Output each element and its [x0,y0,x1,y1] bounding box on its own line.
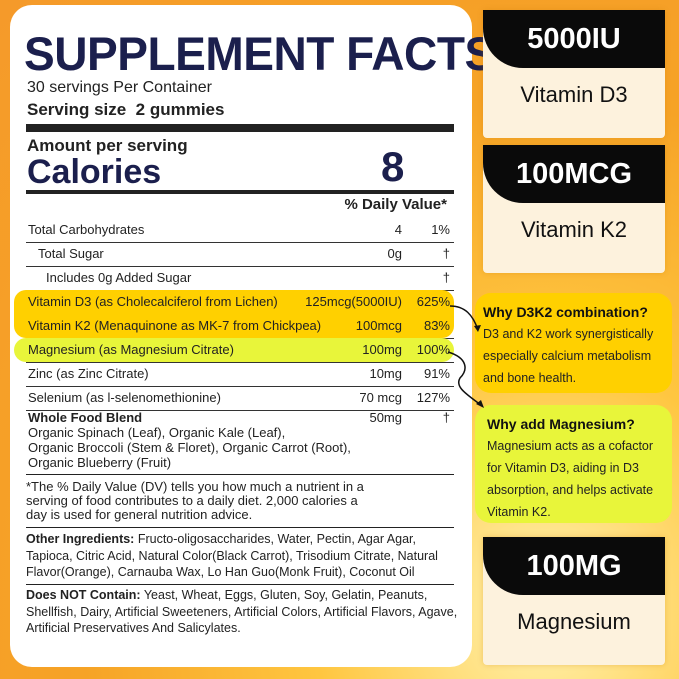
does-not-contain: Does NOT Contain: Yeast, Wheat, Eggs, Gl… [26,587,458,637]
blend-dv: † [442,410,450,425]
nutrient-dv: 91% [423,366,450,381]
nutrient-row: Total Carbohydrates 4 1% [14,218,454,243]
nutrient-name: Total Carbohydrates [28,222,145,237]
arrows [447,305,484,408]
vitamin-d3-card: 5000IU Vitamin D3 [483,10,665,138]
bubble-title: Why D3K2 combination? [483,304,648,320]
whole-food-blend: Whole Food Blend 50mg † Organic Spinach … [28,410,454,470]
other-ingredients: Other Ingredients: Fructo-oligosaccharid… [26,531,458,581]
thick-divider [26,124,454,132]
nutrient-name: Vitamin D3 (as Cholecalciferol from Lich… [28,294,278,309]
nutrient-dv: 625% [416,294,450,309]
nutrient-name: Total Sugar [38,246,104,261]
calories-value: 8 [381,143,405,190]
serving-size: Serving size 2 gummies [27,100,225,119]
nutrient-dv: † [442,270,450,285]
nutrient-name: Selenium (as l-selenomethionine) [28,390,221,405]
nutrient-dv: 83% [423,318,450,333]
card-label: Magnesium [517,609,631,634]
nutrient-dv: 1% [431,222,450,237]
card-value: 100MG [483,537,665,595]
daily-value-header: % Daily Value* [344,196,447,213]
servings-per-container: 30 servings Per Container [27,79,212,96]
nutrient-row: Selenium (as l-selenomethionine) 70 mcg 12… [14,386,454,411]
card-label: Vitamin K2 [521,217,627,242]
nutrient-amount: 100mg [362,342,402,357]
arrow-head-icon [474,325,481,332]
row-divider [26,242,454,243]
vitamin-k2-card: 100MCG Vitamin K2 [483,145,665,273]
nutrient-dv: 127% [416,390,450,405]
arrow-head-icon [476,400,484,408]
divider [26,474,454,475]
row-divider [26,386,454,387]
footnote: *The % Daily Value (DV) tells you how mu… [26,480,364,522]
row-divider [26,410,454,411]
blend-amount: 50mg [369,410,402,425]
divider [26,527,454,528]
blend-line: Organic Broccoli (Stem & Floret), Organi… [28,440,351,455]
bubble-text: Magnesium acts as a cofactor for Vitamin… [487,439,654,519]
nutrient-amount: 125mcg(5000IU) [305,294,402,309]
nutrient-name: Magnesium (as Magnesium Citrate) [28,342,234,357]
other-ingredients-text: Fructo-oligosaccharides, Water, Pectin, … [26,532,438,579]
does-not-contain-label: Does NOT Contain: [26,588,141,602]
nutrient-row: Magnesium (as Magnesium Citrate) 100mg 100… [14,338,454,363]
facts-title: SUPPLEMENT FACTS [24,27,495,80]
nutrient-amount: 0g [387,246,402,261]
blend-name: Whole Food Blend [28,410,143,425]
amount-per-serving: Amount per serving [27,136,188,155]
nutrient-row: Vitamin D3 (as Cholecalciferol from Lich… [14,290,454,315]
nutrient-dv: 100% [416,342,450,357]
nutrient-amount: 100mcg [355,318,402,333]
nutrient-name: Includes 0g Added Sugar [46,270,192,285]
nutrient-name: Zinc (as Zinc Citrate) [28,366,149,381]
magnesium-card: 100MG Magnesium [483,537,665,665]
row-divider [26,266,454,267]
nutrient-row: Total Sugar 0g † [14,242,454,267]
blend-line: Organic Blueberry (Fruit) [28,455,172,470]
calories-label: Calories [27,153,162,191]
divider [26,190,454,194]
nutrient-amount: 4 [394,222,402,237]
bubble-title: Why add Magnesium? [487,416,635,432]
footnote-line: *The % Daily Value (DV) tells you how mu… [26,479,364,494]
other-ingredients-label: Other Ingredients: [26,532,135,546]
nutrient-amount: 70 mcg [359,390,402,405]
arrow-icon [447,351,483,407]
nutrient-row: Includes 0g Added Sugar † [14,266,454,291]
nutrient-dv: † [442,246,450,261]
footnote-line: serving of food contributes to a daily d… [26,493,358,508]
nutrient-name: Vitamin K2 (Menaquinone as MK-7 from Chi… [28,318,322,333]
card-value: 5000IU [483,10,665,68]
nutrient-row: Vitamin K2 (Menaquinone as MK-7 from Chi… [14,314,454,339]
d3k2-info-bubble: Why D3K2 combination? D3 and K2 work syne… [475,293,672,393]
magnesium-info-bubble: Why add Magnesium? Magnesium acts as a co… [475,405,672,523]
divider [26,584,454,585]
footnote-line: day is used for general nutrition advice… [26,507,253,522]
card-value: 100MCG [483,145,665,203]
bubble-text: D3 and K2 work synergistically especiall… [483,327,654,385]
blend-line: Organic Spinach (Leaf), Organic Kale (Le… [28,425,286,440]
card-label: Vitamin D3 [520,82,628,107]
does-not-contain-text: Yeast, Wheat, Eggs, Gluten, Soy, Gelatin… [26,588,458,635]
nutrient-row: Zinc (as Zinc Citrate) 10mg 91% [14,362,454,387]
row-divider [26,362,454,363]
nutrient-amount: 10mg [369,366,402,381]
arrow-icon [449,305,479,331]
